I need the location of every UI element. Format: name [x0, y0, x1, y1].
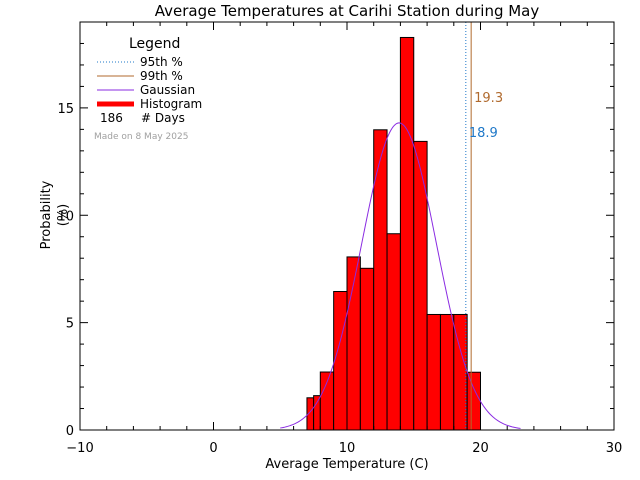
y-tick-label: 5 [66, 317, 74, 332]
plot-area: 19.3 18.9 −10 0 10 20 30 0 5 10 15 [57, 21, 623, 456]
legend-label-histogram: Histogram [140, 97, 202, 111]
histogram-bar [413, 140, 428, 431]
legend-entry-95th: 95th % [97, 55, 183, 69]
x-tick-label: 20 [472, 441, 489, 456]
legend-count-value: 186 [100, 111, 123, 125]
histogram-bar [313, 395, 321, 431]
x-tick-label: 30 [606, 441, 623, 456]
y-axis-unit: (%) [56, 204, 71, 227]
legend-label-99th: 99th % [140, 69, 183, 83]
legend-entry-histogram: Histogram [97, 97, 202, 111]
y-tick-label: 15 [57, 102, 74, 117]
legend-title: Legend [129, 36, 180, 52]
histogram-bar [373, 129, 388, 431]
chart-title: Average Temperatures at Carihi Station d… [155, 2, 540, 20]
legend-count: 186 # Days [100, 111, 185, 125]
y-axis-label: Probability [39, 180, 54, 249]
x-axis-label: Average Temperature (C) [265, 457, 428, 472]
legend: Legend 95th % 99th % Gaussian Histogram … [94, 36, 202, 142]
legend-label-95th: 95th % [140, 55, 183, 69]
made-on-note: Made on 8 May 2025 [94, 132, 188, 142]
histogram-bar [386, 233, 401, 431]
histogram-bar [466, 371, 481, 431]
legend-count-label: # Days [141, 111, 185, 125]
x-tick-label: −10 [66, 441, 93, 456]
percentile-95-label: 18.9 [469, 126, 498, 141]
legend-entry-99th: 99th % [97, 69, 183, 83]
percentile-99-label: 19.3 [474, 91, 503, 106]
histogram-bar [333, 290, 348, 431]
histogram-bar [359, 267, 375, 431]
x-tick-label: 10 [339, 441, 356, 456]
x-tick-label: 0 [209, 441, 217, 456]
gaussian-curve [280, 122, 521, 429]
legend-label-gaussian: Gaussian [140, 83, 195, 97]
histogram-bar [319, 371, 335, 431]
y-tick-label: 0 [66, 424, 74, 439]
histogram-bar [399, 36, 415, 431]
histogram-bar [439, 313, 455, 431]
y-tick-label: 10 [57, 209, 74, 224]
histogram-bar [426, 313, 441, 431]
legend-entry-gaussian: Gaussian [97, 83, 195, 97]
